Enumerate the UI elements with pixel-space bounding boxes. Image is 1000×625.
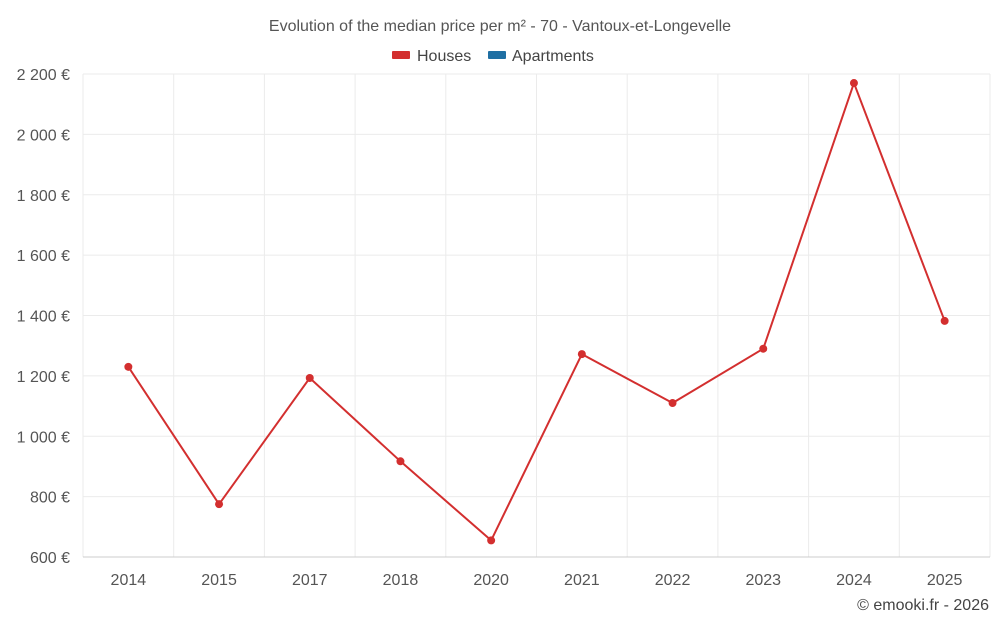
y-tick-label: 1 400 € bbox=[17, 309, 70, 326]
y-tick-label: 600 € bbox=[30, 550, 70, 567]
legend-label-houses: Houses bbox=[417, 48, 471, 65]
x-gridlines bbox=[82, 74, 991, 557]
legend: Houses Apartments bbox=[392, 48, 594, 65]
x-tick-label: 2025 bbox=[927, 572, 963, 589]
data-point[interactable] bbox=[396, 457, 405, 466]
x-tick-label: 2017 bbox=[292, 572, 328, 589]
data-point[interactable] bbox=[305, 373, 314, 382]
data-point[interactable] bbox=[124, 362, 133, 371]
x-tick-label: 2022 bbox=[655, 572, 691, 589]
legend-item-houses[interactable]: Houses bbox=[392, 48, 471, 65]
legend-swatch-apartments bbox=[488, 51, 506, 59]
data-point[interactable] bbox=[759, 344, 768, 353]
y-tick-label: 1 800 € bbox=[17, 188, 70, 205]
x-tick-label: 2014 bbox=[111, 572, 147, 589]
x-tick-label: 2020 bbox=[473, 572, 509, 589]
series-houses bbox=[124, 79, 949, 545]
x-tick-label: 2023 bbox=[745, 572, 781, 589]
data-point[interactable] bbox=[577, 350, 586, 359]
x-tick-label: 2018 bbox=[383, 572, 419, 589]
credit-text: © emooki.fr - 2026 bbox=[857, 597, 989, 614]
series-line-houses bbox=[127, 82, 946, 542]
x-tick-label: 2021 bbox=[564, 572, 600, 589]
x-tick-label: 2024 bbox=[836, 572, 872, 589]
x-tick-label: 2015 bbox=[201, 572, 237, 589]
data-point[interactable] bbox=[668, 399, 677, 408]
y-tick-label: 1 000 € bbox=[17, 429, 70, 446]
chart-title: Evolution of the median price per m² - 7… bbox=[269, 18, 731, 35]
y-tick-label: 2 200 € bbox=[17, 67, 70, 84]
y-tick-label: 1 200 € bbox=[17, 369, 70, 386]
legend-label-apartments: Apartments bbox=[512, 48, 594, 65]
legend-item-apartments[interactable]: Apartments bbox=[488, 48, 594, 65]
data-point[interactable] bbox=[215, 500, 224, 509]
x-axis-tick-labels: 2014 2015 2017 2018 2020 2021 2022 2023 2024 2025 bbox=[111, 572, 963, 589]
y-tick-label: 2 000 € bbox=[17, 127, 70, 144]
legend-swatch-houses bbox=[392, 51, 410, 59]
y-axis-tick-labels: 600 € 800 € 1 000 € 1 200 € 1 400 € 1 600 € 1 … bbox=[17, 67, 70, 567]
data-point[interactable] bbox=[487, 536, 496, 545]
data-point[interactable] bbox=[940, 316, 949, 325]
y-tick-label: 800 € bbox=[30, 490, 70, 507]
data-point[interactable] bbox=[849, 79, 858, 88]
y-tick-label: 1 600 € bbox=[17, 248, 70, 265]
